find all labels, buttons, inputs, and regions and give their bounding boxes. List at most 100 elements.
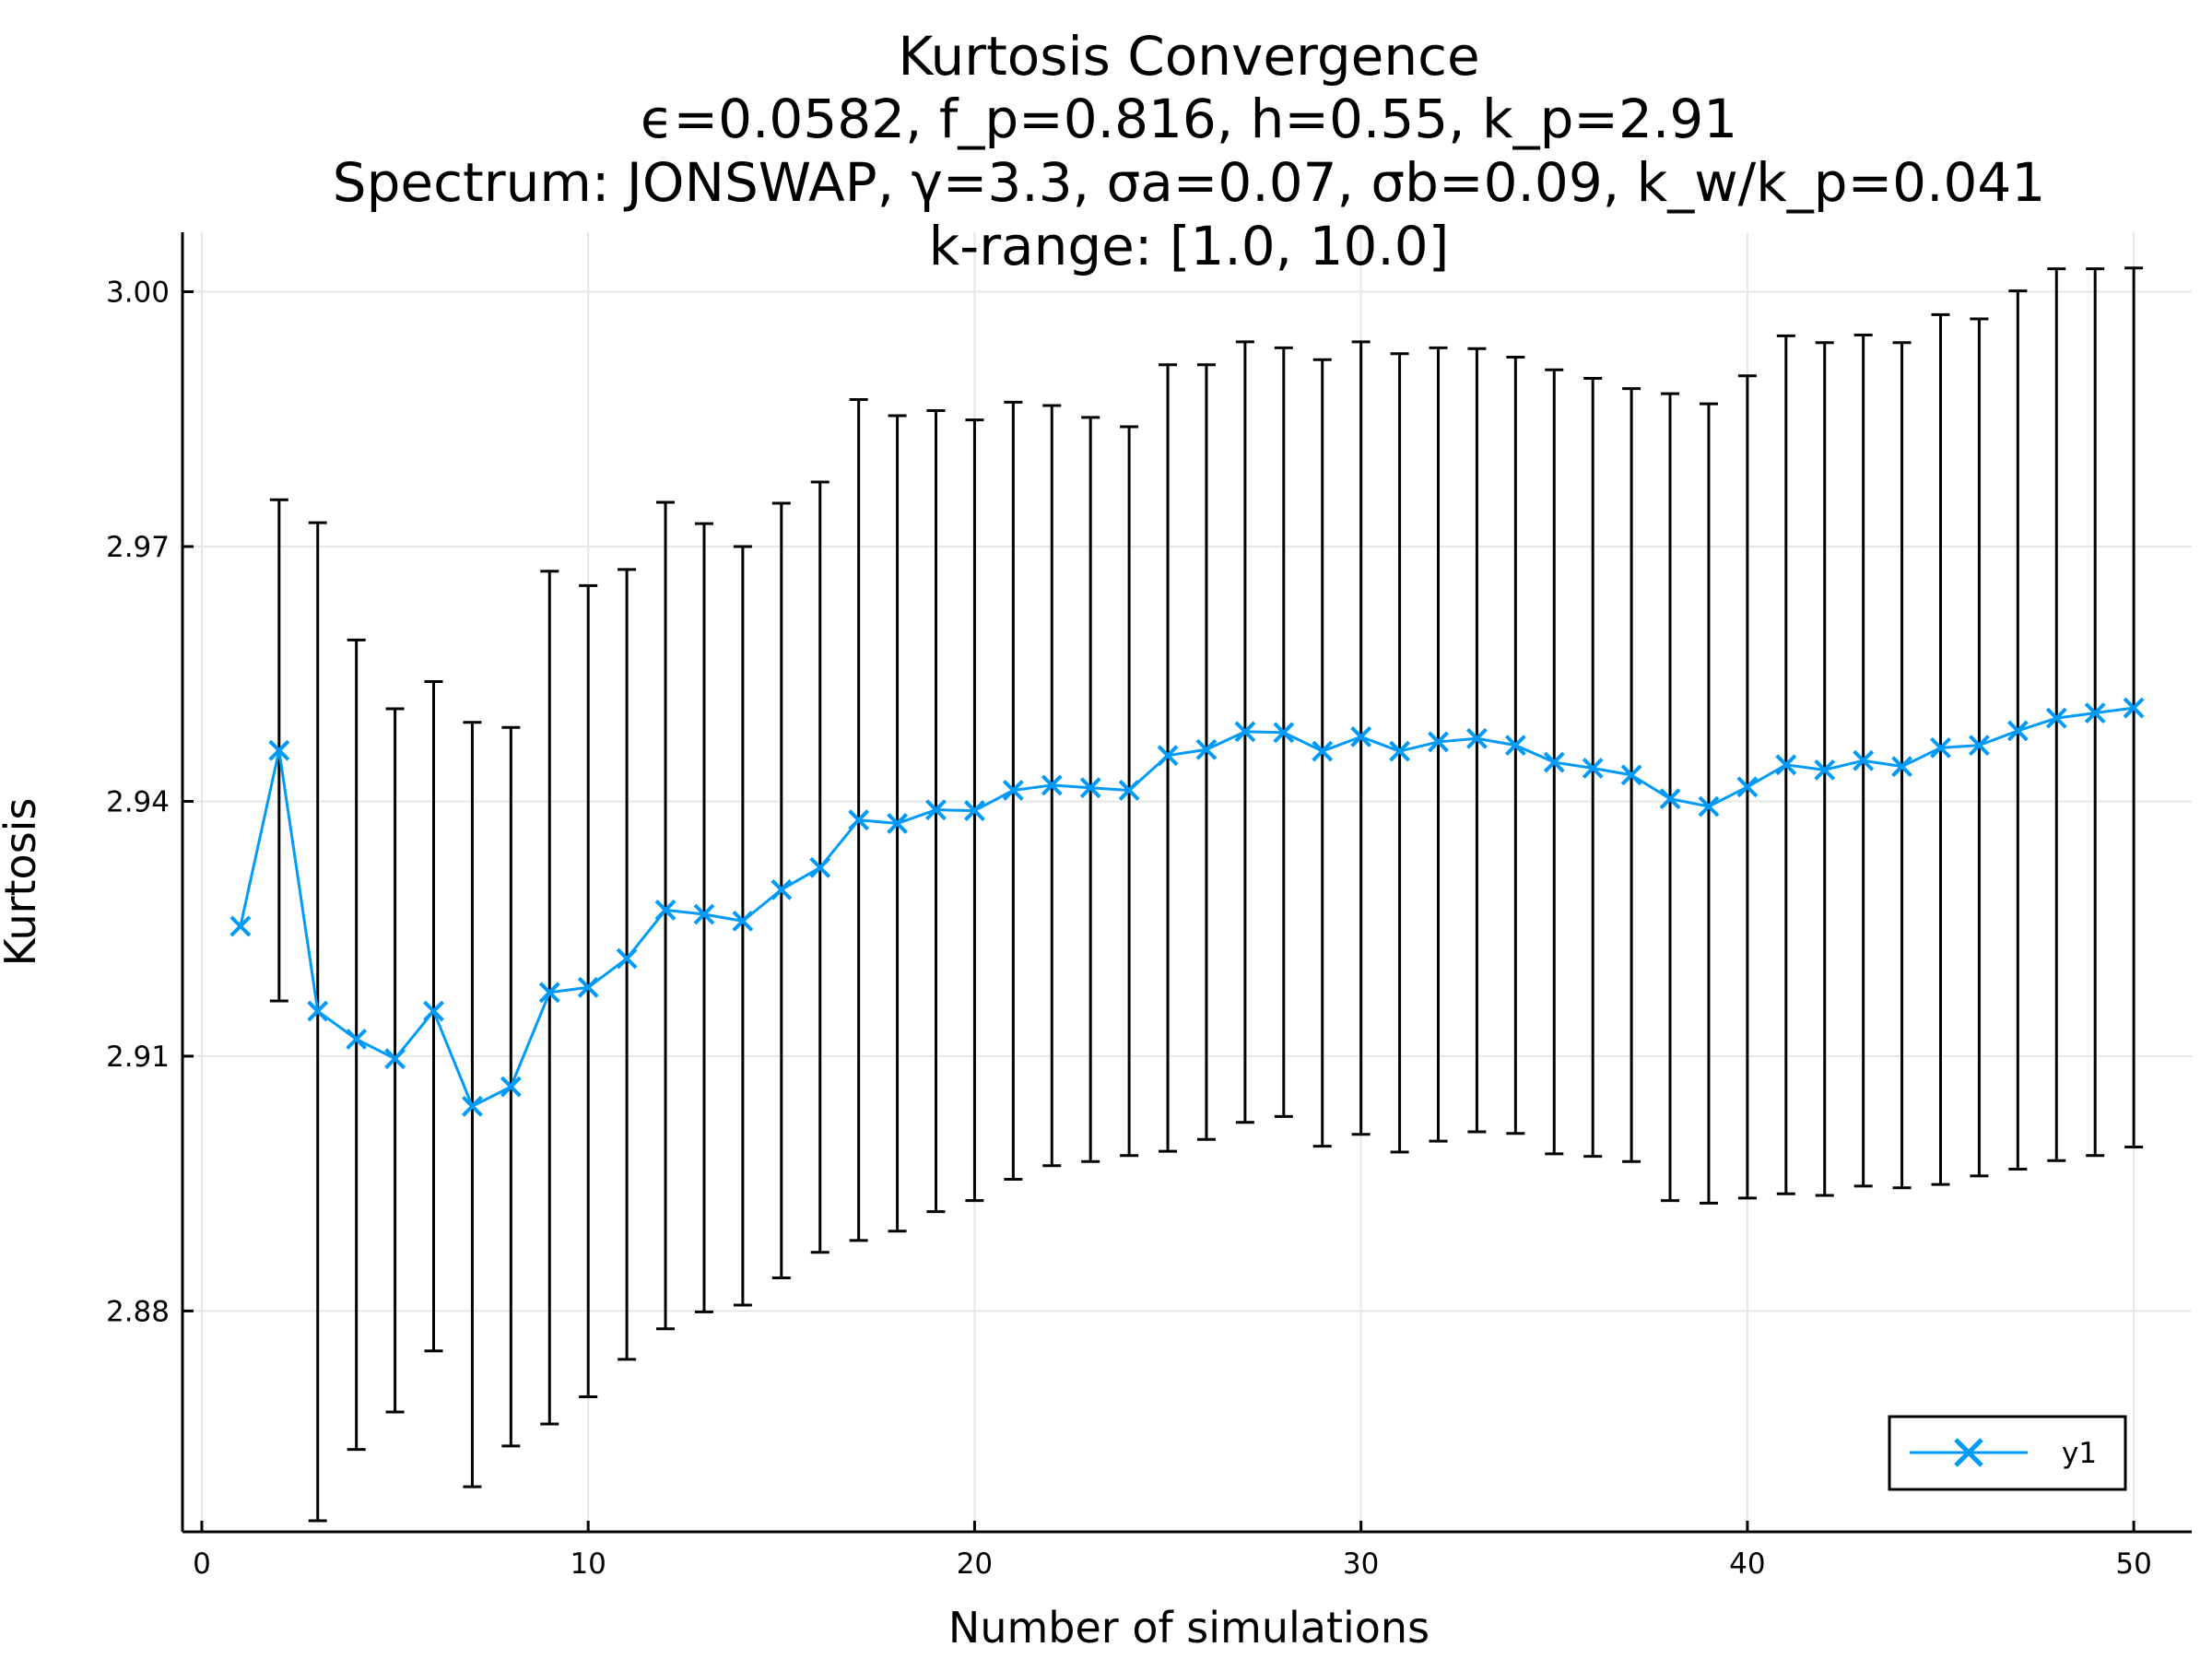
marker-stroke xyxy=(654,899,677,921)
data-point xyxy=(925,799,947,821)
marker-stroke xyxy=(1891,756,1912,778)
data-point xyxy=(1891,756,1912,778)
marker-stroke xyxy=(538,982,560,1004)
title-line-2: ϵ=0.0582, f_p=0.816, h=0.55, k_p=2.91 xyxy=(641,88,1737,150)
marker-stroke xyxy=(268,739,290,761)
marker-stroke xyxy=(1157,745,1179,767)
chart-title: Kurtosis Convergence ϵ=0.0582, f_p=0.816… xyxy=(333,25,2045,277)
data-point xyxy=(1853,749,1875,771)
x-tick-label: 20 xyxy=(957,1547,993,1581)
marker-stroke xyxy=(500,1076,522,1098)
data-point xyxy=(2006,720,2029,742)
y-tick-label: 2.97 xyxy=(106,531,170,564)
data-point xyxy=(1543,751,1565,773)
data-point xyxy=(964,800,985,822)
marker-stroke xyxy=(1273,722,1295,744)
data-point xyxy=(1969,735,1990,757)
data-point xyxy=(1698,795,1720,818)
data-point xyxy=(577,976,599,998)
marker-stroke xyxy=(1853,749,1875,771)
error-bar xyxy=(308,521,327,1523)
x-tick-label: 30 xyxy=(1343,1547,1379,1581)
marker-stroke xyxy=(1930,736,1951,759)
marker-stroke xyxy=(1969,735,1990,757)
data-point xyxy=(732,910,754,932)
data-point xyxy=(1002,780,1024,801)
data-point xyxy=(2045,707,2067,729)
data-point xyxy=(538,982,560,1004)
marker-stroke xyxy=(771,878,793,900)
data-point xyxy=(1582,758,1604,779)
data-point xyxy=(1312,740,1334,762)
marker-stroke xyxy=(809,856,831,878)
data-point xyxy=(1620,764,1642,786)
marker-stroke xyxy=(1041,774,1063,796)
data-point xyxy=(1428,731,1449,753)
error-bar xyxy=(579,583,598,1398)
marker-stroke xyxy=(1659,788,1681,810)
marker-stroke xyxy=(1582,758,1604,779)
data-point xyxy=(346,1029,368,1050)
error-bar xyxy=(540,570,559,1426)
marker-stroke xyxy=(2084,702,2106,724)
y-axis-label: Kurtosis xyxy=(0,798,45,967)
legend: y1 xyxy=(1888,1415,2127,1491)
marker-stroke xyxy=(1620,764,1642,786)
data-point xyxy=(1504,735,1526,757)
marker-stroke xyxy=(346,1029,368,1050)
marker-stroke xyxy=(1002,780,1024,801)
axes xyxy=(181,232,2192,1534)
marker-stroke xyxy=(1312,740,1334,762)
data-point xyxy=(1195,738,1218,760)
data-point xyxy=(809,856,831,878)
data-point xyxy=(771,878,793,900)
data-point xyxy=(1157,745,1179,767)
data-point xyxy=(848,809,870,831)
data-point xyxy=(1389,740,1410,762)
error-bar xyxy=(347,638,366,1452)
title-line-4: k-range: [1.0, 10.0] xyxy=(929,215,1450,277)
data-point xyxy=(423,1000,444,1022)
data-point xyxy=(1814,759,1836,781)
legend-label-y1: y1 xyxy=(2062,1437,2097,1470)
marker-stroke xyxy=(1195,738,1218,760)
error-bar xyxy=(2047,267,2066,1162)
data-point xyxy=(1273,722,1295,744)
data-point xyxy=(616,947,638,970)
x-tick-label: 40 xyxy=(1729,1547,1765,1581)
legend-marker-x xyxy=(1954,1438,1983,1467)
tick-labels: 0 10 20 30 40 50 2.88 2.91 2.94 2.97 3.00 xyxy=(106,276,2152,1581)
data-point xyxy=(500,1076,522,1098)
x-axis-label: Number of simulations xyxy=(948,1603,1430,1653)
data-point xyxy=(887,812,908,834)
error-bar xyxy=(1699,402,1718,1205)
series-y1 xyxy=(229,697,2145,1117)
y-tick-label: 2.88 xyxy=(106,1295,170,1328)
title-line-1: Kurtosis Convergence xyxy=(898,25,1479,88)
data-point xyxy=(1659,788,1681,810)
error-bar xyxy=(733,545,752,1307)
error-bar xyxy=(618,568,637,1361)
data-point xyxy=(1930,736,1951,759)
data-point xyxy=(462,1095,483,1117)
data-point xyxy=(268,739,290,761)
x-tick-label: 10 xyxy=(570,1547,606,1581)
data-point xyxy=(229,915,252,937)
data-point xyxy=(1736,776,1759,798)
error-bar xyxy=(424,680,443,1353)
marker-stroke xyxy=(2045,707,2067,729)
marker-stroke xyxy=(732,910,754,932)
marker-stroke xyxy=(1698,795,1720,818)
marker-stroke xyxy=(1428,731,1449,753)
marker-stroke xyxy=(1736,776,1759,798)
marker-stroke xyxy=(577,976,599,998)
marker-stroke xyxy=(616,947,638,970)
marker-stroke xyxy=(2123,697,2145,719)
data-point xyxy=(307,1000,329,1022)
marker-stroke xyxy=(964,800,985,822)
data-point xyxy=(1118,780,1140,801)
marker-stroke xyxy=(1079,777,1101,799)
